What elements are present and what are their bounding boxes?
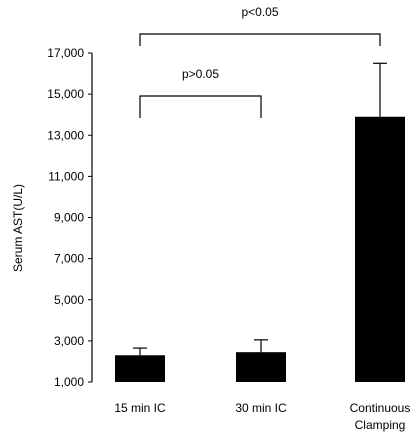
y-tick-label: 15,000 <box>47 87 84 101</box>
y-tick-label: 3,000 <box>54 334 84 348</box>
significance-brackets: p>0.05 p<0.05 <box>139 5 381 118</box>
x-tick-labels: 15 min IC 30 min IC Continuous Clamping <box>114 401 410 432</box>
y-tick-label: 13,000 <box>47 128 84 142</box>
y-axis-title: Serum AST(U/L) <box>11 184 25 272</box>
y-tick-label: 17,000 <box>47 46 84 60</box>
bar <box>236 352 286 382</box>
bars <box>115 116 405 383</box>
y-tick-label: 1,000 <box>54 375 84 389</box>
error-bars <box>133 62 387 356</box>
y-tick-label: 11,000 <box>48 169 84 183</box>
significance-label: p<0.05 <box>241 5 278 19</box>
significance-bracket <box>139 95 262 118</box>
bar <box>355 116 405 383</box>
bar <box>115 355 165 382</box>
y-tick-label: 9,000 <box>54 211 84 225</box>
y-tick-label: 7,000 <box>54 252 84 266</box>
x-tick-label: Clamping <box>355 418 406 432</box>
x-tick-label: 15 min IC <box>114 401 166 415</box>
y-tick-label: 5,000 <box>54 293 84 307</box>
y-ticks: 1,000 3,000 5,000 7,000 9,000 11,000 13,000 15,… <box>47 46 92 389</box>
x-tick-label: Continuous <box>350 401 411 415</box>
x-tick-label: 30 min IC <box>235 401 287 415</box>
significance-bracket <box>139 33 381 46</box>
significance-label: p>0.05 <box>182 67 219 81</box>
